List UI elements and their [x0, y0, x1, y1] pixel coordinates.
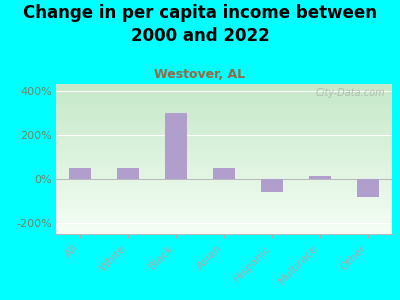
Text: City-Data.com: City-Data.com [316, 88, 385, 98]
Bar [213, 168, 235, 179]
Text: Change in per capita income between
2000 and 2022: Change in per capita income between 2000… [23, 4, 377, 45]
Bar [117, 168, 139, 179]
Bar [309, 176, 331, 179]
Bar [165, 113, 187, 179]
Bar [69, 168, 91, 179]
Bar [357, 179, 379, 196]
Text: Westover, AL: Westover, AL [154, 68, 246, 80]
Bar [261, 179, 283, 192]
